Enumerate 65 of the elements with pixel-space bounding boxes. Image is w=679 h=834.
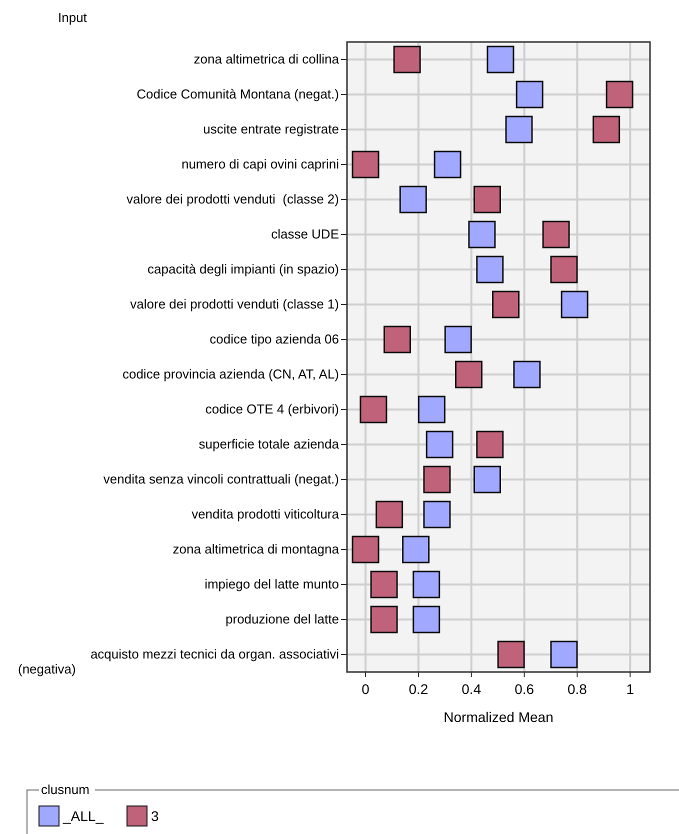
point <box>423 500 451 528</box>
y-tick-label: acquisto mezzi tecnici da organ. associativi (negativa) <box>18 646 340 676</box>
point <box>606 80 634 108</box>
point <box>476 430 504 458</box>
y-tick-label: zona altimetrica di collina <box>194 52 340 66</box>
point <box>560 290 588 318</box>
x-axis-title: Normalized Mean <box>444 709 554 725</box>
y-tick-label: vendita senza vincoli contrattuali (negat.) <box>103 472 339 486</box>
y-tick-label: capacità degli impianti (in spazio) <box>148 262 339 276</box>
point <box>592 116 620 144</box>
point <box>454 360 482 388</box>
y-tick-label: classe UDE <box>271 226 340 242</box>
point <box>376 500 404 528</box>
point <box>412 570 440 598</box>
point <box>399 186 427 214</box>
x-tick-label: 1 <box>626 681 634 697</box>
point <box>492 290 520 318</box>
point <box>550 640 578 668</box>
point <box>393 46 421 74</box>
legend-label: _ALL_ <box>62 808 104 824</box>
point <box>474 466 502 494</box>
point <box>497 640 525 668</box>
y-tick-label: uscite entrate registrate <box>203 122 339 136</box>
y-tick-label: impiego del latte munto <box>204 576 339 592</box>
point <box>474 186 502 214</box>
y-tick-label: produzione del latte <box>226 612 339 626</box>
point <box>476 256 504 284</box>
point <box>513 360 541 388</box>
point <box>516 80 544 108</box>
point <box>384 326 412 354</box>
point <box>434 150 462 178</box>
x-tick-label: 0.4 <box>462 681 482 697</box>
y-tick-label: numero di capi ovini caprini <box>181 156 340 172</box>
legend-label: 3 <box>151 808 159 824</box>
point <box>418 396 446 424</box>
y-tick-label: valore dei prodotti venduti (classe 2) <box>126 192 339 206</box>
point <box>352 150 380 178</box>
y-tick-label: codice provincia azienda (CN, AT, AL) <box>122 366 339 382</box>
legend-title: clusnum <box>41 782 90 797</box>
y-tick-label: codice OTE 4 (erbivori) <box>205 402 339 416</box>
y-tick-label: codice tipo azienda 06 <box>210 332 339 346</box>
y-tick-label: superficie totale azienda <box>198 436 340 452</box>
point <box>370 606 398 634</box>
point <box>402 536 430 564</box>
x-tick-label: 0.6 <box>514 681 534 697</box>
x-tick-label: 0.8 <box>567 681 588 697</box>
y-tick-label: valore dei prodotti venduti (classe 1) <box>130 296 339 312</box>
y-tick-label: zona altimetrica di montagna <box>172 542 340 556</box>
y-axis-title: Input <box>58 10 88 25</box>
point <box>412 606 440 634</box>
point <box>550 256 578 284</box>
x-tick-label: 0.2 <box>408 681 428 697</box>
point <box>542 220 570 248</box>
point <box>423 466 451 494</box>
point <box>468 220 496 248</box>
point <box>360 396 388 424</box>
point <box>352 536 380 564</box>
y-tick-label: vendita prodotti viticoltura <box>192 506 340 522</box>
point <box>370 570 398 598</box>
point <box>505 116 533 144</box>
point <box>486 46 514 74</box>
y-tick-label: Codice Comunità Montana (negat.) <box>136 86 339 102</box>
x-tick-label: 0 <box>362 681 370 697</box>
point <box>444 326 472 354</box>
point <box>426 430 454 458</box>
